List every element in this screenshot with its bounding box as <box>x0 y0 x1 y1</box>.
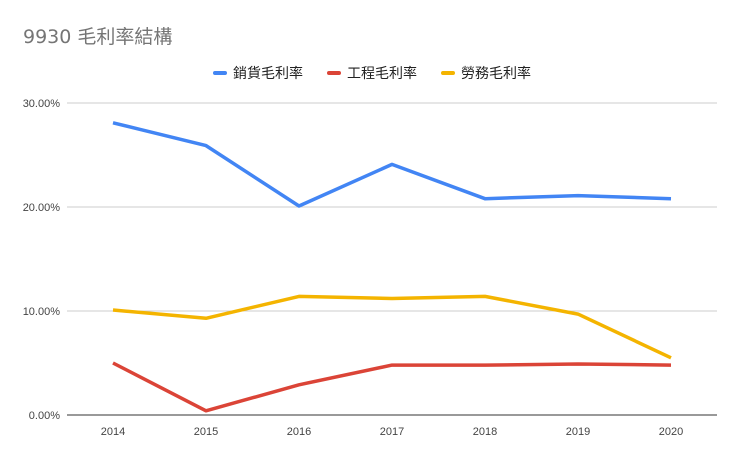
x-tick-label: 2015 <box>194 426 218 438</box>
x-tick-label: 2018 <box>473 426 497 438</box>
legend-item-service[interactable]: 勞務毛利率 <box>441 63 531 83</box>
legend-swatch-red-icon <box>327 71 341 75</box>
legend-item-sales[interactable]: 銷貨毛利率 <box>213 63 303 83</box>
legend-item-engineering[interactable]: 工程毛利率 <box>327 63 417 83</box>
y-tick-label: 20.00% <box>23 202 61 214</box>
y-tick-label: 30.00% <box>23 98 61 110</box>
x-tick-label: 2019 <box>566 426 590 438</box>
legend-swatch-yellow-icon <box>441 71 455 75</box>
chart-legend: 銷貨毛利率 工程毛利率 勞務毛利率 <box>0 63 740 83</box>
x-tick-label: 2017 <box>380 426 404 438</box>
series-line[interactable] <box>112 121 672 208</box>
legend-label: 工程毛利率 <box>347 66 417 82</box>
y-tick-label: 10.00% <box>23 306 61 318</box>
y-tick-label: 0.00% <box>29 410 60 422</box>
series-line[interactable] <box>112 361 672 413</box>
legend-label: 銷貨毛利率 <box>233 66 303 82</box>
legend-swatch-blue-icon <box>213 71 227 75</box>
x-tick-label: 2014 <box>101 426 125 438</box>
series-line[interactable] <box>112 294 672 360</box>
x-tick-label: 2020 <box>659 426 683 438</box>
legend-label: 勞務毛利率 <box>461 66 531 82</box>
chart-title: 9930 毛利率結構 <box>23 26 173 48</box>
x-tick-label: 2016 <box>287 426 311 438</box>
